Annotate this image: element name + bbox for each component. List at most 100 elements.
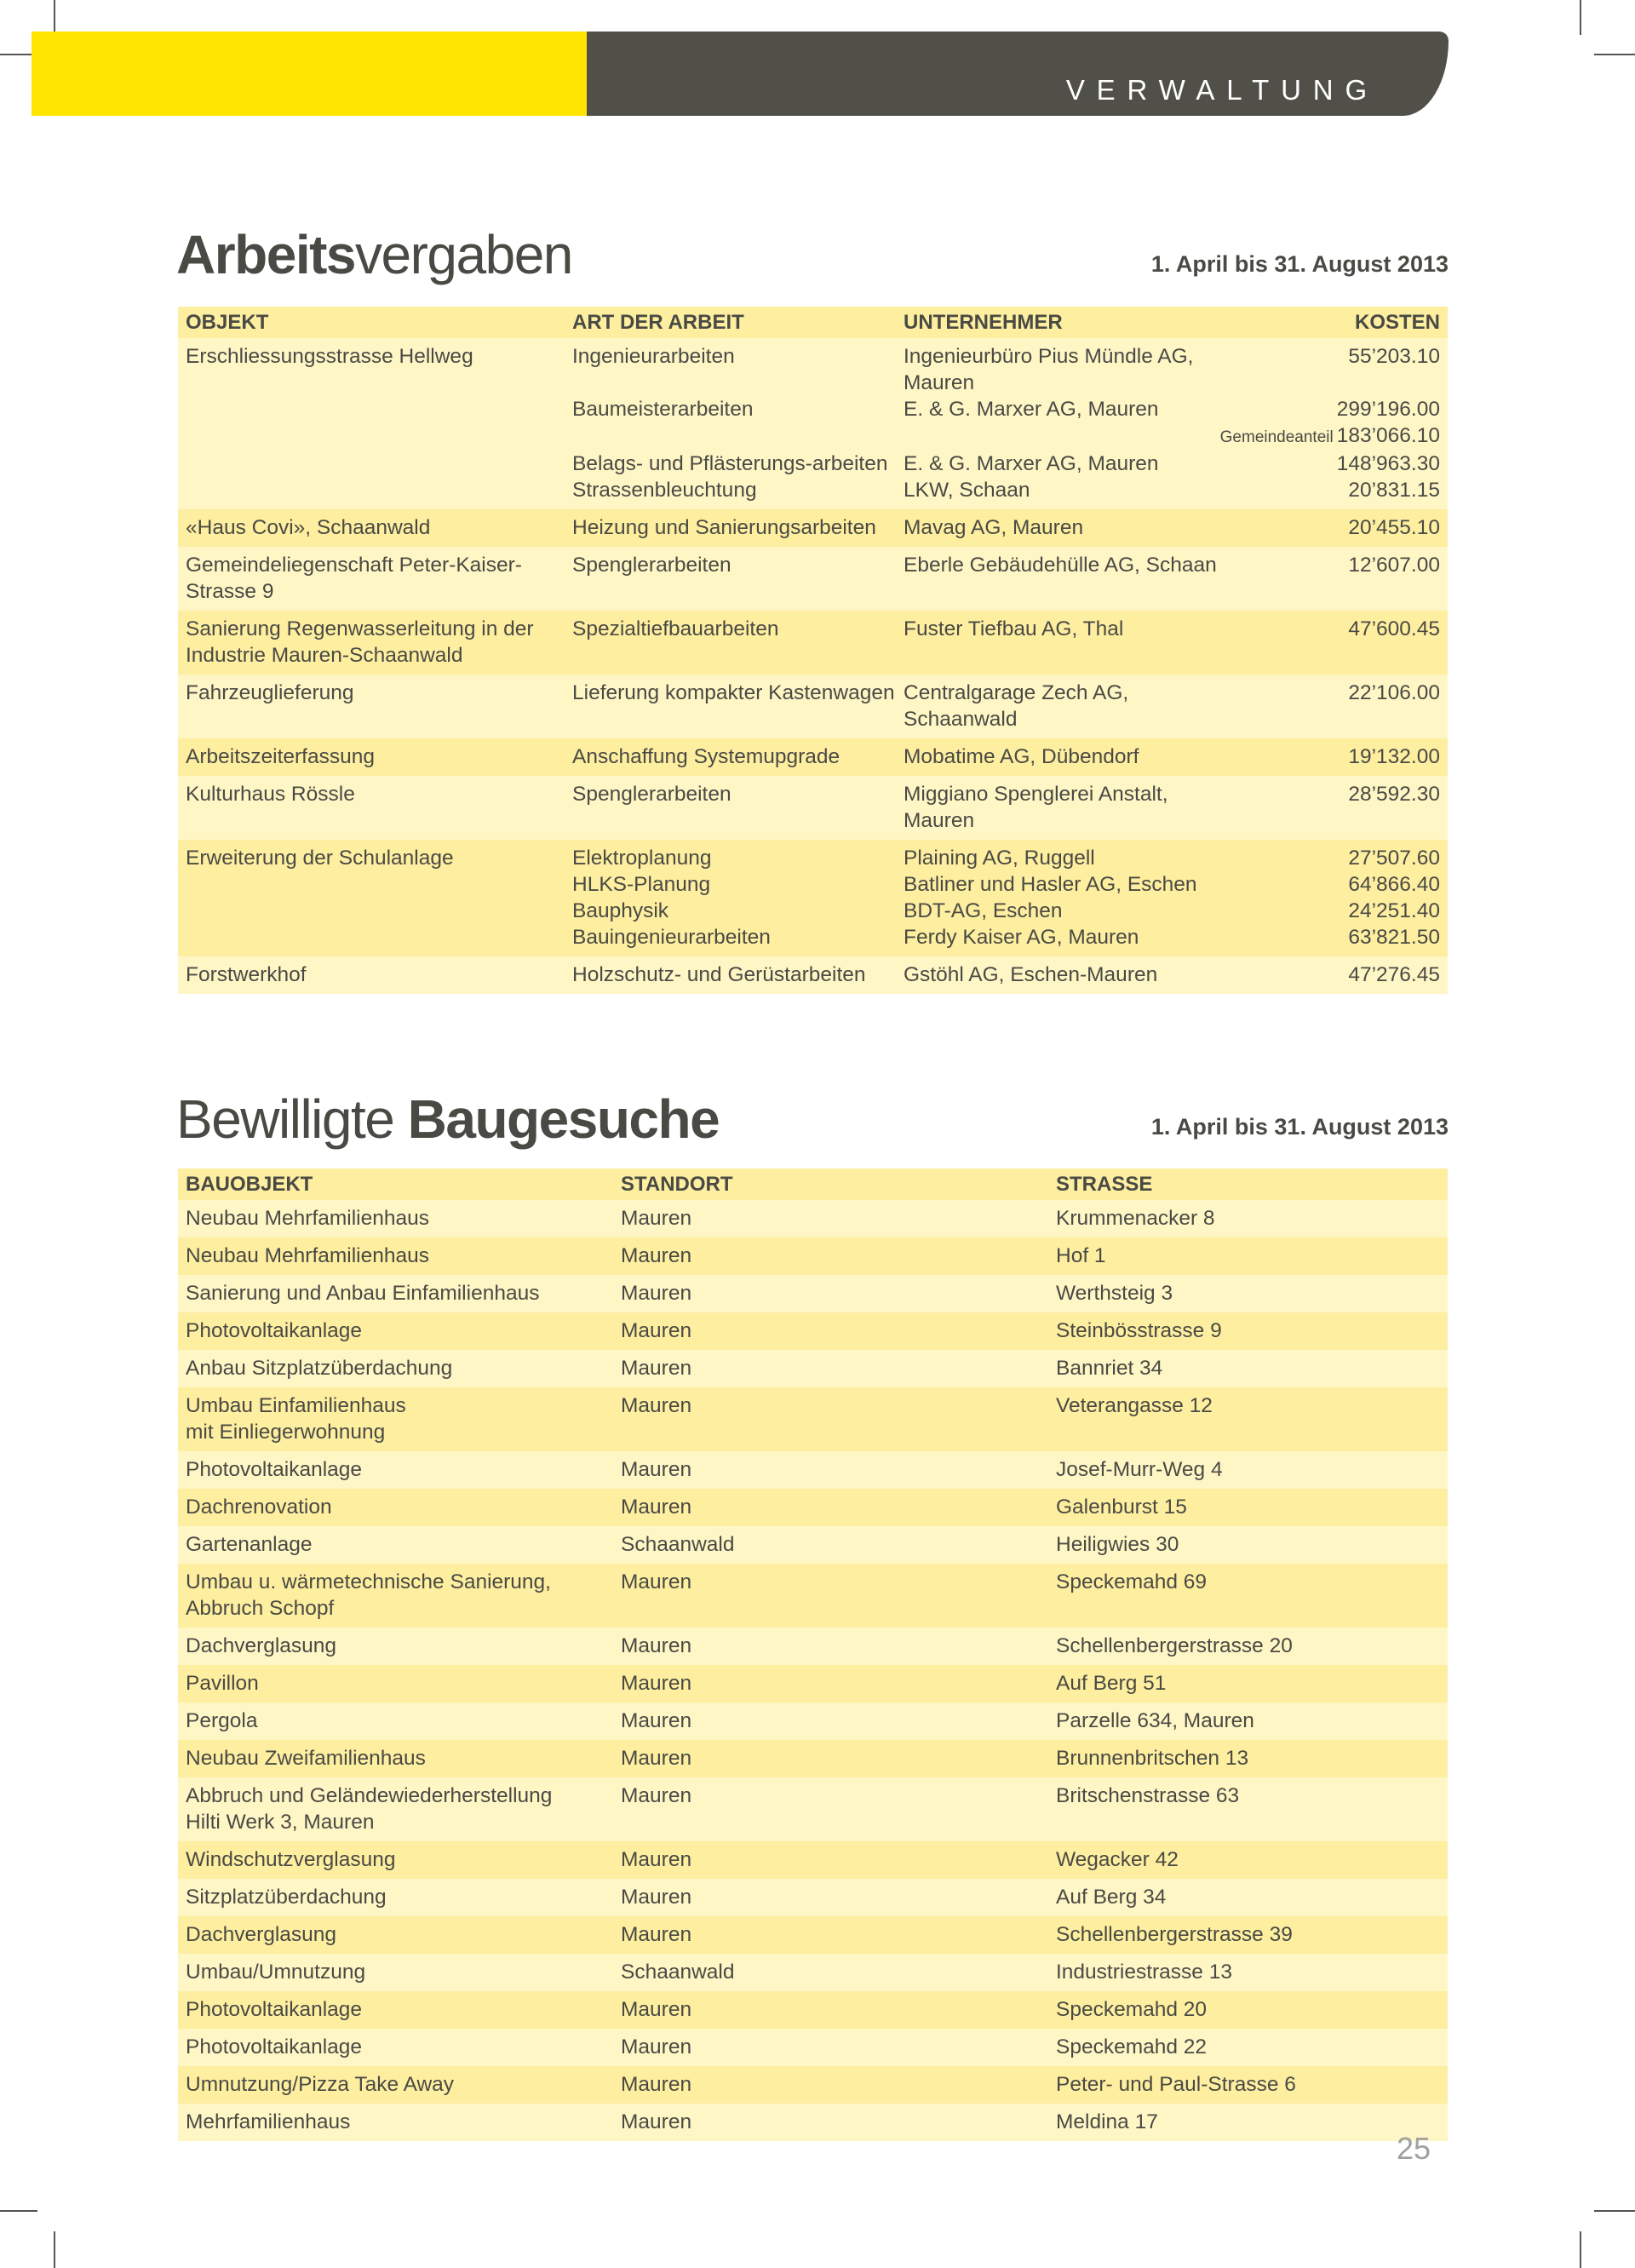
date-range: 1. April bis 31. August 2013 (1150, 251, 1449, 277)
cell-art: Bauingenieurarbeiten (572, 926, 771, 949)
cell-bauobjekt: Sanierung und Anbau Einfamilienhaus (186, 1282, 540, 1305)
cell-standort: Mauren (621, 1998, 692, 2021)
table-row: Pavillon Mauren Auf Berg 51 (178, 1665, 1448, 1702)
cell-strasse: Veterangasse 12 (1056, 1394, 1213, 1417)
work-item: Lieferung kompakter Kastenwagen Centralga… (565, 680, 1448, 732)
cell-objekt: Forstwerkhof (186, 963, 307, 986)
cell-bauobjekt: Pavillon (186, 1672, 259, 1695)
table-row: Dachverglasung Mauren Schellenbergerstrass… (178, 1628, 1448, 1665)
cell-unternehmer: Centralgarage Zech AG, Schaanwald (904, 681, 1129, 731)
cell-unternehmer: Mavag AG, Mauren (904, 516, 1084, 539)
kosten-value: 63’821.50 (1348, 926, 1440, 949)
cell-standort: Mauren (621, 1458, 692, 1481)
cell-objekt: Erweiterung der Schulanlage (186, 847, 454, 870)
kosten-value: 148’963.30 (1336, 452, 1440, 475)
cell-kosten: 47’600.45 (1219, 616, 1448, 642)
work-item: Ingenieurarbeiten Ingenieurbüro Pius Münd… (565, 343, 1448, 396)
cell-kosten: 22’106.00 (1219, 680, 1448, 732)
cell-bauobjekt: Photovoltaikanlage (186, 2035, 363, 2058)
table-row: Neubau Mehrfamilienhaus Mauren Hof 1 (178, 1237, 1448, 1275)
cell-kosten: 47’276.45 (1219, 962, 1448, 988)
cell-standort: Mauren (621, 1496, 692, 1519)
cell-art (565, 422, 896, 451)
cell-art: Spenglerarbeiten (572, 554, 731, 577)
cell-unternehmer: Gstöhl AG, Eschen-Mauren (904, 963, 1158, 986)
cell-bauobjekt: Umbau u. wärmetechnische Sanierung, Abbr… (186, 1570, 551, 1620)
table-row: Gemeindeliegenschaft Peter-Kaiser-Strass… (178, 547, 1448, 611)
table-row: Dachrenovation Mauren Galenburst 15 (178, 1489, 1448, 1526)
cell-unternehmer: Plaining AG, Ruggell (904, 847, 1095, 870)
work-items: Spenglerarbeiten Eberle Gebäudehülle AG, … (565, 552, 1448, 605)
cell-bauobjekt: Abbruch und Geländewiederherstellung Hil… (186, 1784, 553, 1834)
cell-standort: Mauren (621, 1570, 692, 1593)
cell-strasse: Josef-Murr-Weg 4 (1056, 1458, 1223, 1481)
table-row: Erweiterung der Schulanlage Elektroplanun… (178, 840, 1448, 956)
cell-strasse: Peter- und Paul-Strasse 6 (1056, 2073, 1296, 2096)
work-item: Baumeisterarbeiten E. & G. Marxer AG, Mau… (565, 396, 1448, 422)
page-title-baugesuche: Bewilligte Baugesuche (176, 1088, 720, 1151)
cell-art: Spezialtiefbauarbeiten (572, 617, 779, 640)
cell-strasse: Parzelle 634, Mauren (1056, 1709, 1254, 1732)
cell-strasse: Wegacker 42 (1056, 1848, 1179, 1871)
arbeitsvergaben-table: OBJEKT ART DER ARBEIT UNTERNEHMER KOSTEN… (178, 307, 1448, 994)
table-row: Gartenanlage Schaanwald Heiligwies 30 (178, 1526, 1448, 1564)
work-item: Holzschutz- und Gerüstarbeiten Gstöhl AG,… (565, 962, 1448, 988)
cell-strasse: Galenburst 15 (1056, 1496, 1187, 1519)
work-item: Anschaffung Systemupgrade Mobatime AG, Dü… (565, 744, 1448, 770)
table-row: Windschutzverglasung Mauren Wegacker 42 (178, 1841, 1448, 1879)
work-item: Gemeindeanteil 183’066.10 (565, 422, 1448, 451)
table-row: Sanierung Regenwasserleitung in der Indu… (178, 611, 1448, 675)
cell-strasse: Schellenbergerstrasse 39 (1056, 1923, 1293, 1946)
table-row: Umnutzung/Pizza Take Away Mauren Peter- un… (178, 2066, 1448, 2104)
cell-standort: Mauren (621, 2035, 692, 2058)
cell-standort: Mauren (621, 1848, 692, 1871)
work-item: HLKS-Planung Batliner und Hasler AG, Esch… (565, 871, 1448, 898)
cell-strasse: Werthsteig 3 (1056, 1282, 1173, 1305)
cell-bauobjekt: Gartenanlage (186, 1533, 313, 1556)
cell-kosten: 63’821.50 (1219, 924, 1448, 950)
kosten-value: 20’455.10 (1348, 516, 1440, 539)
cell-art: Strassenbleuchtung (572, 479, 757, 502)
work-item: Heizung und Sanierungsarbeiten Mavag AG, … (565, 514, 1448, 541)
cell-standort: Mauren (621, 2073, 692, 2096)
table-row: Neubau Zweifamilienhaus Mauren Brunnenbrit… (178, 1740, 1448, 1777)
work-item: Spenglerarbeiten Miggiano Spenglerei Anst… (565, 781, 1448, 834)
cell-objekt: Gemeindeliegenschaft Peter-Kaiser-Strass… (186, 554, 522, 603)
cell-unternehmer (896, 422, 1219, 451)
date-range: 1. April bis 31. August 2013 (1150, 1114, 1449, 1140)
cell-standort: Mauren (621, 1886, 692, 1909)
work-item: Spenglerarbeiten Eberle Gebäudehülle AG, … (565, 552, 1448, 578)
table-row: Fahrzeuglieferung Lieferung kompakter Kas… (178, 675, 1448, 738)
kosten-value: 47’276.45 (1348, 963, 1440, 986)
page-title-arbeitsvergaben: Arbeitsvergaben (176, 223, 573, 286)
cell-standort: Mauren (621, 1394, 692, 1417)
cell-strasse: Heiligwies 30 (1056, 1533, 1179, 1556)
cell-unternehmer: Batliner und Hasler AG, Eschen (904, 873, 1197, 896)
cell-standort: Mauren (621, 1672, 692, 1695)
table-row: Erschliessungsstrasse Hellweg Ingenieurar… (178, 338, 1448, 509)
kosten-value: 64’866.40 (1348, 873, 1440, 896)
crop-mark (1594, 2210, 1635, 2212)
cell-kosten: 28’592.30 (1219, 781, 1448, 834)
cell-strasse: Hof 1 (1056, 1244, 1106, 1267)
table-row: Photovoltaikanlage Mauren Josef-Murr-Weg 4 (178, 1451, 1448, 1489)
table-row: Umbau u. wärmetechnische Sanierung, Abbr… (178, 1564, 1448, 1628)
cell-art: Elektroplanung (572, 847, 712, 870)
title-bold: Arbeits (176, 224, 357, 285)
cell-art: Anschaffung Systemupgrade (572, 745, 840, 768)
header-unternehmer: UNTERNEHMER (904, 311, 1063, 334)
cell-strasse: Krummenacker 8 (1056, 1207, 1215, 1230)
cell-strasse: Industriestrasse 13 (1056, 1961, 1232, 1984)
work-items: Elektroplanung Plaining AG, Ruggell 27’507… (565, 845, 1448, 950)
cell-bauobjekt: Neubau Mehrfamilienhaus (186, 1207, 429, 1230)
cell-strasse: Steinbösstrasse 9 (1056, 1319, 1222, 1342)
cell-bauobjekt: Anbau Sitzplatzüberdachung (186, 1357, 453, 1380)
cell-art: Baumeisterarbeiten (572, 398, 754, 421)
cell-unternehmer: Fuster Tiefbau AG, Thal (904, 617, 1124, 640)
table-row: «Haus Covi», Schaanwald Heizung und Sanie… (178, 509, 1448, 547)
header-standort: STANDORT (621, 1173, 733, 1196)
work-item: Elektroplanung Plaining AG, Ruggell 27’507… (565, 845, 1448, 871)
cell-objekt: Kulturhaus Rössle (186, 783, 355, 806)
work-items: Lieferung kompakter Kastenwagen Centralga… (565, 680, 1448, 732)
banner-yellow-block (32, 32, 587, 116)
